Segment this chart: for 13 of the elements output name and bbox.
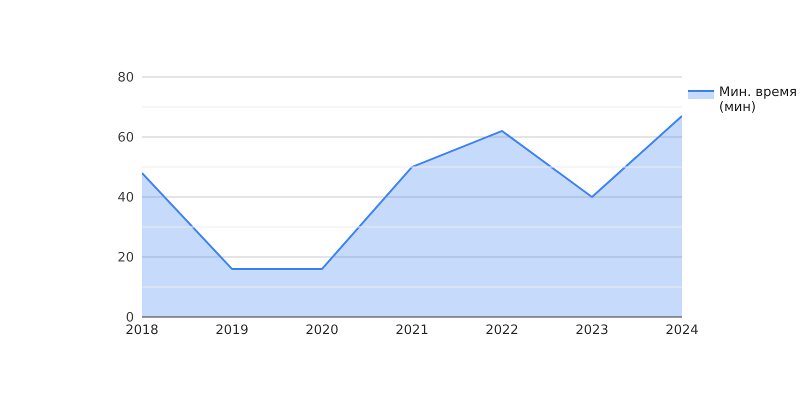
y-tick-label: 60 bbox=[117, 130, 134, 146]
x-tick-label: 2020 bbox=[305, 323, 339, 338]
y-tick-label: 0 bbox=[126, 310, 134, 326]
y-tick-label: 80 bbox=[117, 70, 134, 86]
x-tick-label: 2019 bbox=[215, 323, 249, 338]
x-tick-label: 2018 bbox=[125, 323, 159, 338]
x-tick-label: 2021 bbox=[395, 323, 429, 338]
x-tick-label: 2022 bbox=[485, 323, 519, 338]
y-tick-label: 40 bbox=[117, 190, 134, 206]
legend-label: Мин. время (мин) bbox=[719, 85, 798, 115]
x-tick-label: 2023 bbox=[575, 323, 609, 338]
x-tick-label: 2024 bbox=[665, 323, 699, 338]
y-tick-label: 20 bbox=[117, 250, 134, 266]
